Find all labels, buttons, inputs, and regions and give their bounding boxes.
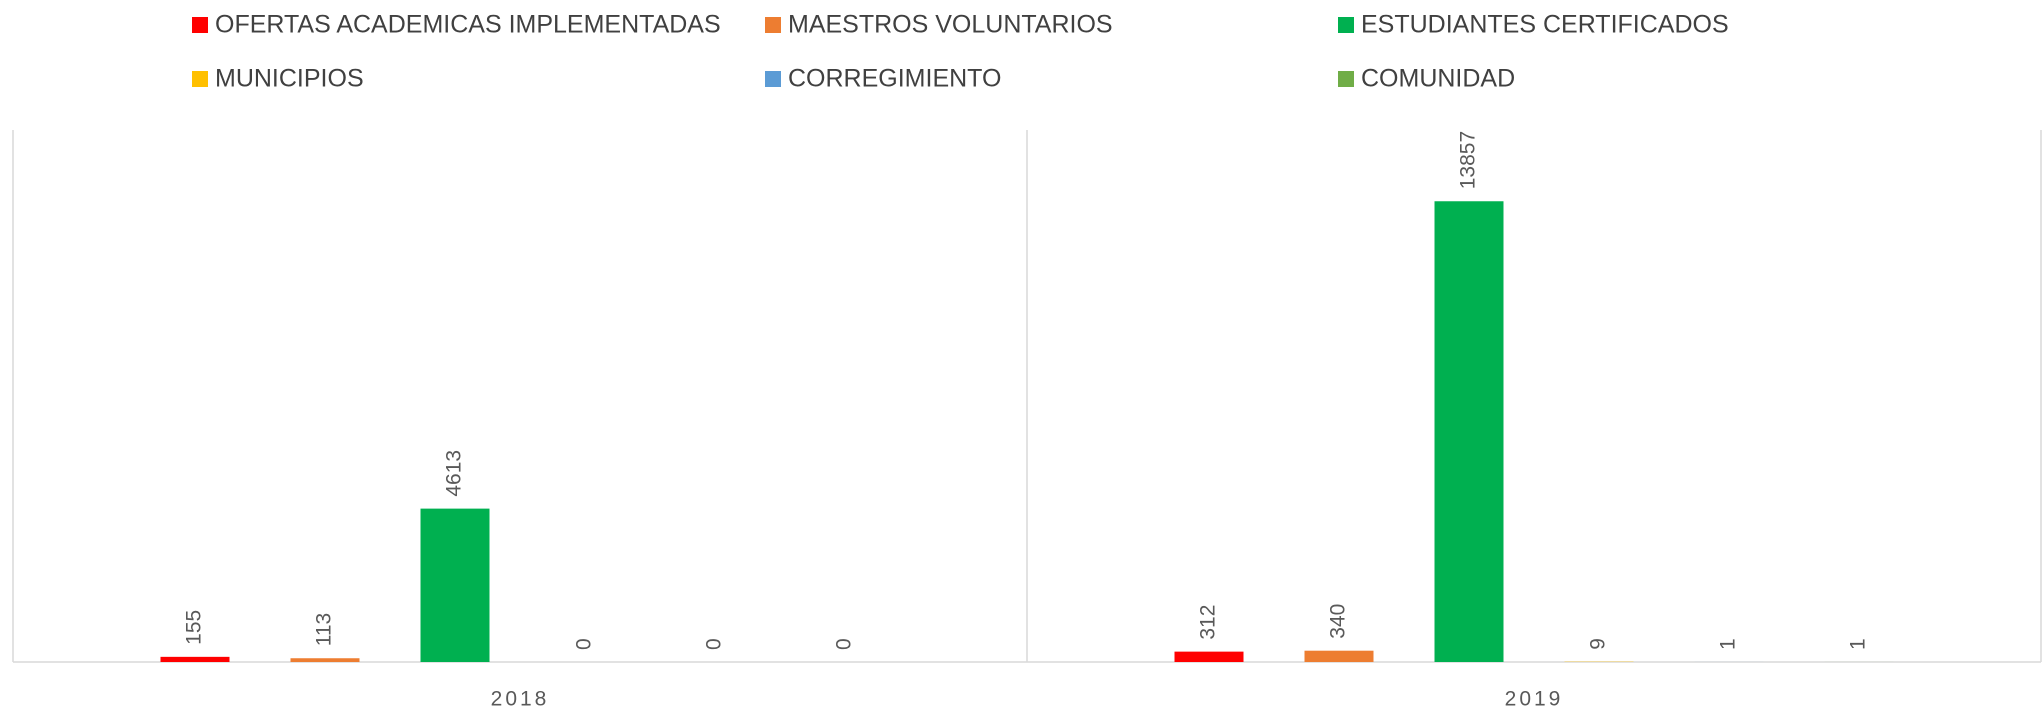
value-label: 1 bbox=[1717, 638, 1740, 650]
bar bbox=[1174, 651, 1244, 662]
legend-swatch bbox=[192, 71, 208, 87]
value-label: 9 bbox=[1587, 638, 1610, 650]
value-label: 0 bbox=[833, 638, 856, 650]
legend-label: CORREGIMIENTO bbox=[788, 65, 1001, 93]
value-label: 155 bbox=[183, 610, 206, 645]
x-tick-label: 2019 bbox=[1505, 688, 1564, 711]
value-label: 4613 bbox=[443, 450, 466, 497]
value-label: 340 bbox=[1327, 604, 1350, 639]
legend-swatch bbox=[765, 71, 781, 87]
legend-label: ESTUDIANTES CERTIFICADOS bbox=[1361, 11, 1729, 39]
value-label: 113 bbox=[313, 613, 336, 646]
bar bbox=[1304, 650, 1374, 662]
value-label: 13857 bbox=[1457, 131, 1480, 189]
bar bbox=[160, 656, 230, 662]
legend-label: MAESTROS VOLUNTARIOS bbox=[788, 11, 1113, 39]
legend-swatch bbox=[192, 17, 208, 33]
bar bbox=[290, 658, 360, 662]
value-label: 0 bbox=[703, 638, 726, 650]
value-label: 312 bbox=[1197, 605, 1220, 640]
legend-label: COMUNIDAD bbox=[1361, 65, 1515, 93]
value-label: 0 bbox=[573, 638, 596, 650]
legend-label: MUNICIPIOS bbox=[215, 65, 364, 93]
legend-swatch bbox=[1338, 71, 1354, 87]
bar bbox=[1434, 201, 1504, 662]
legend-swatch bbox=[1338, 17, 1354, 33]
value-label: 1 bbox=[1847, 638, 1870, 650]
legend-label: OFERTAS ACADEMICAS IMPLEMENTADAS bbox=[215, 11, 721, 39]
bar bbox=[420, 508, 490, 662]
x-tick-label: 2018 bbox=[491, 688, 550, 711]
legend-swatch bbox=[765, 17, 781, 33]
